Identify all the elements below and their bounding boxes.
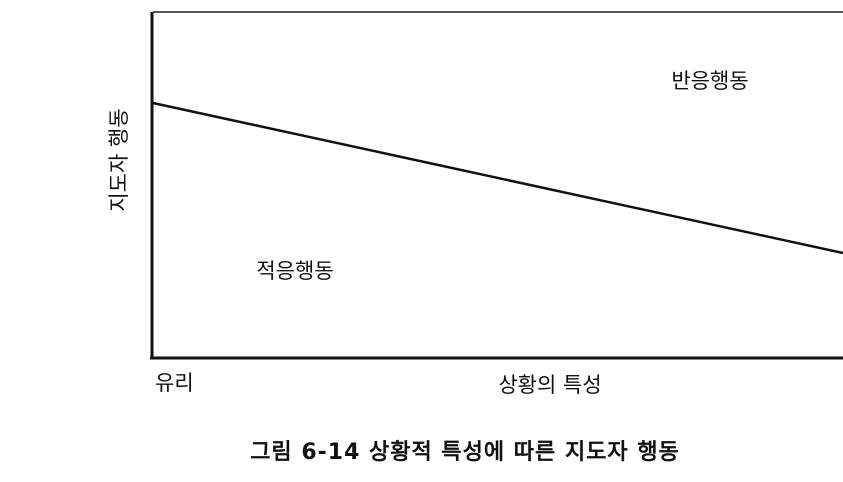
x-axis-start-label: 유리 <box>155 371 194 395</box>
x-axis-label: 상황의 특성 <box>498 373 601 397</box>
caption: 그림 6-14 상황적 특성에 따른 지도자 행동 <box>250 440 680 465</box>
lower-region-label: 적응행동 <box>256 259 333 283</box>
y-axis-label: 지도자 행동 <box>107 108 131 211</box>
upper-region-label: 반응행동 <box>671 69 748 93</box>
boundary-line <box>152 101 843 255</box>
